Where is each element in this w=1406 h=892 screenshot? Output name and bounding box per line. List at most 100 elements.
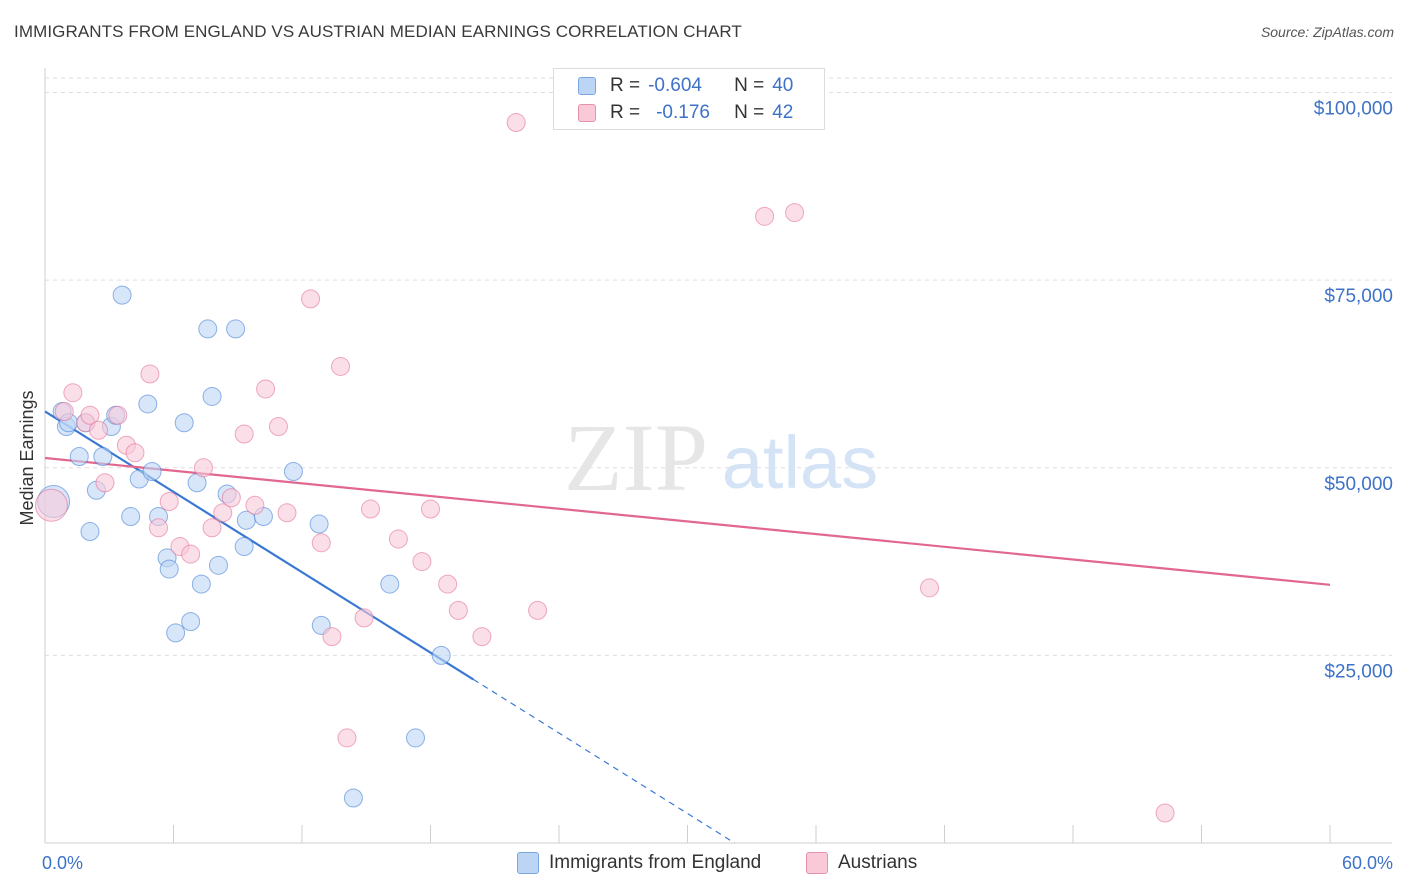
data-point — [54, 401, 74, 421]
chart-title: IMMIGRANTS FROM ENGLAND VS AUSTRIAN MEDI… — [14, 22, 742, 41]
data-point — [245, 495, 265, 515]
data-point — [198, 319, 218, 339]
data-point — [142, 462, 162, 482]
grid-lines — [45, 77, 1392, 656]
trend-line-pink — [44, 456, 1331, 586]
data-point — [174, 413, 194, 433]
legend-r-value: -0.604 — [648, 75, 702, 96]
data-point — [125, 443, 145, 463]
data-point — [755, 206, 775, 226]
bottom-legend-pink-label: Austrians — [838, 852, 918, 873]
data-point — [354, 608, 374, 628]
data-points — [34, 113, 1175, 823]
bottom-swatch-blue — [517, 852, 539, 874]
data-point — [309, 514, 329, 534]
data-point — [234, 537, 254, 557]
legend-n-value: 42 — [772, 102, 794, 123]
data-point — [406, 728, 426, 748]
data-point — [277, 503, 297, 523]
data-point — [528, 600, 548, 620]
data-point — [421, 499, 440, 519]
data-point — [69, 447, 89, 466]
data-point — [301, 289, 321, 309]
data-point — [80, 405, 100, 425]
data-point — [388, 529, 408, 549]
data-point — [785, 203, 805, 223]
data-point — [1155, 803, 1175, 823]
axes — [44, 68, 1392, 844]
data-point — [95, 473, 115, 493]
data-point — [431, 645, 451, 665]
source-label: Source: ZipAtlas.com — [1260, 24, 1394, 40]
data-point — [256, 379, 276, 399]
correlation-legend: R = -0.604 N = 40 R = -0.176 N = 42 — [553, 68, 825, 130]
data-point — [412, 552, 432, 572]
data-point — [472, 627, 492, 647]
legend-n-label: N = — [734, 75, 765, 96]
legend-row-blue: R = -0.604 N = 40 — [578, 74, 793, 98]
data-point — [202, 518, 222, 538]
legend-n-value: 40 — [772, 75, 794, 96]
series-blue — [37, 285, 451, 808]
data-point — [121, 507, 141, 527]
y-axis-label: Median Earnings — [17, 390, 37, 525]
y-tick-label: $75,000 — [1324, 286, 1393, 307]
data-point — [63, 383, 83, 403]
bottom-legend-pink: Austrians — [806, 852, 917, 874]
trend-extension-blue — [473, 678, 735, 844]
legend-r-label: R = — [610, 75, 641, 96]
legend-r-value: -0.176 — [656, 102, 710, 123]
data-point — [234, 424, 254, 444]
data-point — [181, 544, 201, 564]
data-point — [191, 574, 211, 594]
data-point — [331, 356, 351, 376]
data-point — [80, 522, 100, 542]
legend-swatch-pink — [578, 104, 596, 122]
data-point — [159, 492, 179, 512]
data-point — [221, 488, 241, 508]
y-tick-label: $100,000 — [1314, 99, 1393, 120]
watermark-zip: ZIP — [564, 404, 708, 511]
data-point — [89, 420, 109, 440]
legend-swatch-blue — [578, 77, 596, 95]
watermark-atlas: atlas — [722, 421, 878, 504]
x-tick-label-min: 0.0% — [42, 853, 83, 873]
data-point — [93, 447, 113, 466]
data-point — [343, 788, 363, 808]
y-tick-label: $50,000 — [1324, 474, 1393, 495]
data-point — [34, 488, 68, 522]
watermark: ZIP atlas — [564, 404, 878, 511]
legend-row-pink: R = -0.176 N = 42 — [578, 101, 793, 125]
data-point — [208, 555, 228, 575]
data-point — [108, 405, 128, 425]
data-point — [920, 578, 940, 598]
data-point — [448, 600, 468, 620]
data-point — [159, 559, 179, 579]
bottom-swatch-pink — [806, 852, 828, 874]
data-point — [140, 364, 160, 384]
bottom-legend-blue: Immigrants from England — [517, 852, 761, 874]
legend-n-label: N = — [734, 102, 765, 123]
axis-labels: $25,000 $50,000 $75,000 $100,000 0.0% 60.0% Me… — [17, 99, 1393, 873]
data-point — [506, 113, 526, 133]
data-point — [226, 319, 246, 339]
data-point — [322, 627, 342, 647]
y-tick-label: $25,000 — [1324, 661, 1393, 682]
data-point — [166, 623, 186, 643]
data-point — [337, 728, 357, 748]
data-point — [181, 612, 201, 632]
data-point — [112, 285, 132, 305]
legend-r-label: R = — [610, 102, 641, 123]
data-point — [283, 462, 303, 482]
data-point — [361, 499, 381, 519]
data-point — [268, 416, 288, 436]
data-point — [149, 518, 169, 538]
data-point — [380, 574, 400, 594]
data-point — [202, 386, 222, 406]
bottom-legend-blue-label: Immigrants from England — [549, 852, 762, 873]
data-point — [193, 458, 213, 478]
series-pink — [34, 113, 1175, 823]
trend-line-blue — [44, 410, 474, 681]
data-point — [138, 394, 158, 414]
